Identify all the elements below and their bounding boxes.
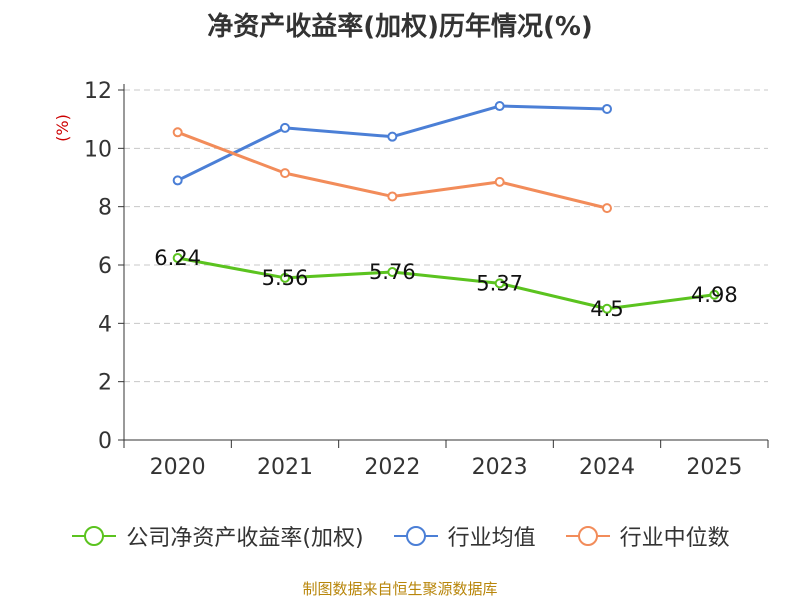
series-lines [172,101,720,314]
legend-label-industry-avg: 行业均值 [447,526,536,551]
legend-item-industry-median[interactable]: 行业中位数 [564,520,730,552]
legend-marker-company [72,526,117,546]
data-point [602,303,612,314]
series-line-0 [177,256,715,311]
data-labels: 6.24 5.56 5.76 5.37 4.5 4.98 [154,246,737,321]
axes: 0 2 4 6 8 10 12 2020 2021 2022 2023 2024 2025 (%) [53,79,769,480]
data-label: 5.76 [369,260,416,284]
y-tick-label: 6 [98,254,112,279]
data-label: 6.24 [154,246,201,270]
data-point [172,175,183,186]
data-point [387,191,398,202]
data-point [602,203,612,214]
y-tick-label: 2 [98,371,112,396]
y-axis-label: (%) [53,114,72,142]
data-point [387,267,398,277]
y-tick-label: 10 [84,137,112,162]
data-point [494,176,505,187]
gridlines [124,89,768,383]
x-tick-label: 2024 [579,455,635,480]
data-point [280,168,290,179]
data-label: 5.37 [476,271,523,295]
data-point [172,253,183,263]
data-label: 5.56 [262,266,309,290]
data-point [280,272,290,283]
data-point [387,131,398,142]
legend-label-company: 公司净资产收益率(加权) [126,526,364,551]
data-point [494,101,505,112]
legend-item-company[interactable]: 公司净资产收益率(加权) [70,520,364,552]
y-tick-label: 4 [98,312,112,337]
x-tick-label: 2022 [364,455,420,480]
x-tick-label: 2023 [472,455,528,480]
series-line-1 [177,104,608,182]
y-tick-label: 0 [98,429,112,454]
x-tick-label: 2020 [150,455,206,480]
data-point [602,103,612,114]
legend-label-industry-median: 行业中位数 [619,526,730,551]
y-tick-label: 12 [84,79,112,104]
chart-title: 净资产收益率(加权)历年情况(%) [207,12,593,42]
data-point [172,127,183,138]
data-point [709,289,720,300]
data-label: 4.98 [691,283,738,307]
data-label: 4.5 [590,297,623,321]
source-note: 制图数据来自恒生聚源数据库 [302,580,498,598]
data-point [280,122,290,133]
x-tick-label: 2025 [686,455,742,480]
legend-item-industry-avg[interactable]: 行业均值 [392,520,536,552]
data-point [494,278,505,289]
legend: 公司净资产收益率(加权) 行业均值 行业中位数 [0,520,800,552]
legend-marker-industry-avg [393,526,438,546]
y-tick-label: 8 [98,196,112,221]
x-tick-label: 2021 [257,455,313,480]
legend-marker-industry-median [565,526,610,546]
